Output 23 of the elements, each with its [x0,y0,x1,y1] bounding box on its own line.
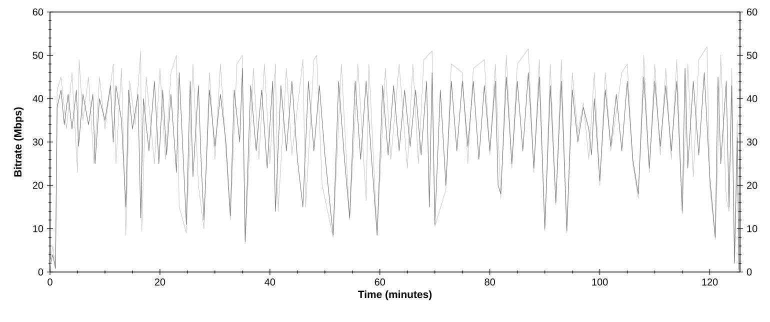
x-axis-title: Time (minutes) [358,290,432,300]
x-tick-label: 120 [702,278,718,286]
x-tick-label: 40 [264,278,276,286]
y2-tick-label: 0 [746,268,752,276]
y-tick-label: 0 [38,268,44,276]
y2-tick-label: 20 [747,182,758,189]
y-tick-label: 30 [32,138,44,146]
x-tick-label: 60 [374,278,386,286]
y-tick-label: 20 [32,182,44,189]
x-tick-label: 100 [592,278,608,286]
x-tick-label: 0 [48,278,52,286]
y-axis-title: Bitrate (Mbps) [14,107,24,176]
y-tick-label: 40 [32,95,44,102]
y2-tick-label: 60 [747,8,758,16]
y-tick-label: 10 [33,225,44,232]
y2-tick-label: 50 [746,52,758,59]
x-tick-label: 80 [484,278,495,286]
y2-tick-label: 40 [746,95,758,102]
y2-tick-label: 30 [746,138,758,146]
y2-tick-label: 10 [747,225,758,232]
x-tick-label: 20 [154,278,166,286]
y-tick-label: 50 [32,52,44,59]
y-tick-label: 60 [32,8,44,16]
